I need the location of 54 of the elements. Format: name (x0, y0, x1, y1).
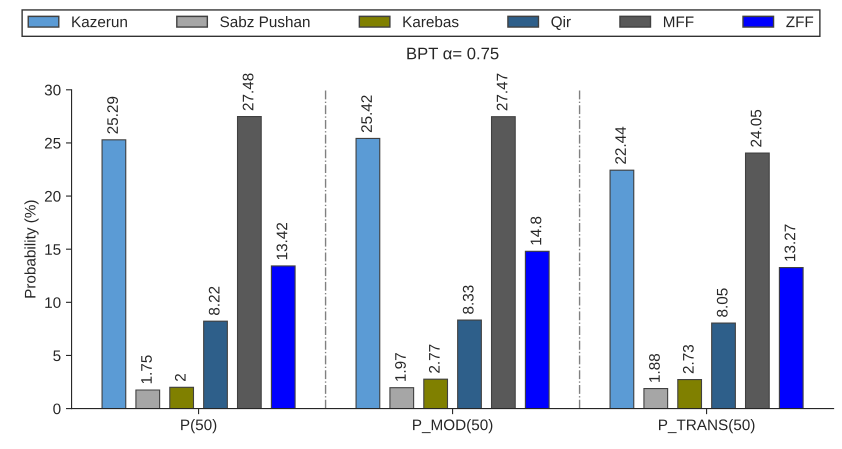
legend-label: MFF (664, 16, 694, 28)
data-label: 25.42 (361, 95, 372, 132)
chart-title: BPT α= 0.75 (407, 48, 498, 60)
bar (524, 250, 550, 409)
y-tick-label: 15 (45, 244, 61, 255)
data-label: 13.27 (784, 224, 796, 261)
y-tick-label: 30 (44, 84, 61, 96)
bar (356, 138, 380, 409)
bar (101, 139, 126, 409)
bar (610, 170, 634, 409)
y-tick-label: 0 (53, 403, 61, 414)
bar (677, 379, 702, 409)
legend-label: Karebas (403, 16, 458, 28)
y-tick-label: 10 (45, 297, 61, 308)
bar (778, 267, 804, 409)
y-tick-label: 25 (44, 138, 61, 149)
data-label: 14.8 (530, 216, 542, 245)
bar (423, 378, 448, 409)
bar (643, 388, 668, 409)
bar (711, 322, 736, 409)
data-label: 8.22 (208, 286, 220, 316)
bar (270, 265, 296, 409)
bar (169, 386, 194, 409)
data-label: 2 (174, 374, 186, 382)
data-label: 8.33 (462, 285, 474, 314)
x-tick-label: P_TRANS(50) (659, 419, 754, 434)
legend-label: ZFF (786, 16, 814, 28)
data-label: 2.77 (428, 344, 440, 373)
legend-label: Kazerun (72, 16, 127, 28)
bar (135, 389, 160, 409)
y-tick-label: 20 (44, 190, 61, 202)
x-tick-label: P_MOD(50) (413, 419, 492, 434)
data-label: 22.44 (615, 126, 626, 164)
bar (236, 116, 262, 409)
bar (389, 387, 414, 409)
data-label: 1.97 (395, 353, 406, 381)
legend-label: Sabz Pushan (220, 16, 310, 28)
legend-label: Qir (551, 16, 571, 30)
y-axis-title: Probability (%) (24, 200, 39, 298)
bar (744, 152, 770, 409)
data-label: 8.05 (716, 288, 728, 317)
x-tick-label: P(50) (181, 419, 216, 434)
data-label: 27.47 (496, 74, 508, 110)
data-label: 24.05 (750, 110, 762, 147)
data-label: 25.29 (107, 96, 118, 134)
bar (203, 320, 228, 409)
data-label: 1.88 (649, 354, 660, 382)
data-label: 27.48 (242, 73, 254, 110)
data-label: 13.42 (276, 222, 288, 260)
data-label: 1.75 (141, 355, 152, 384)
bar (490, 116, 516, 409)
data-label: 2.73 (682, 344, 694, 374)
y-tick-label: 5 (53, 350, 61, 362)
bar (457, 320, 482, 409)
